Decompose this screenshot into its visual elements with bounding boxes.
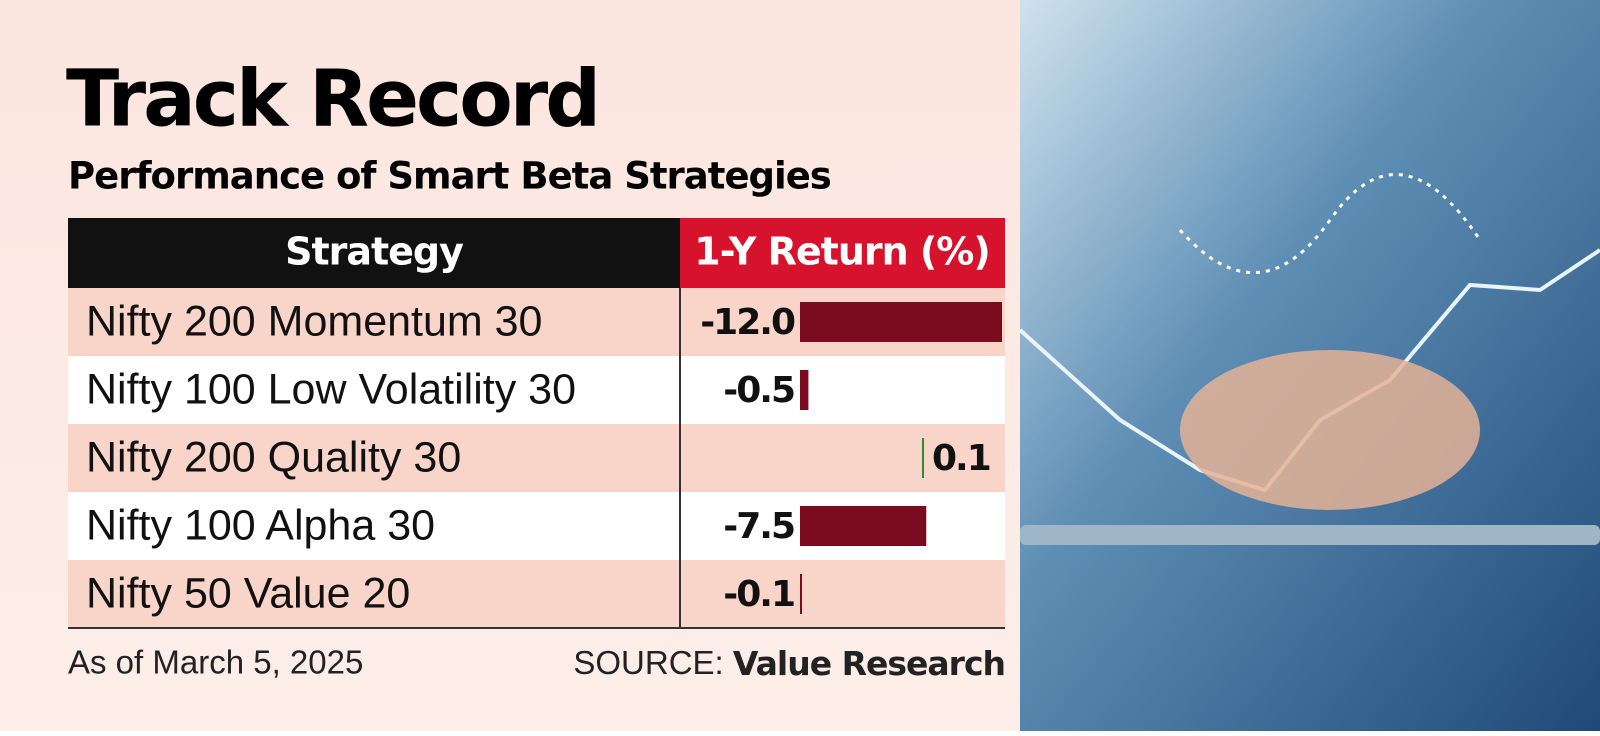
value-label: -0.5 <box>723 370 794 411</box>
bar <box>800 302 1002 342</box>
value-label: -7.5 <box>723 506 794 547</box>
source-name: Value Research <box>733 644 1005 683</box>
value-label: -0.1 <box>723 574 794 615</box>
value-label: -12.0 <box>700 302 795 343</box>
bar <box>800 574 802 614</box>
category-label: Nifty 100 Alpha 30 <box>86 501 435 549</box>
source: SOURCE: Value Research <box>573 644 1005 683</box>
title: Track Record <box>66 54 598 144</box>
table-row <box>68 356 1005 424</box>
bar <box>922 438 924 478</box>
table-body: Nifty 200 Momentum 30 -12.0 Nifty 100 Low … <box>68 288 1005 629</box>
category-label: Nifty 50 Value 20 <box>86 569 410 617</box>
category-label: Nifty 100 Low Volatility 30 <box>86 365 576 413</box>
header-cell <box>68 218 680 288</box>
category-label: Nifty 200 Momentum 30 <box>86 297 542 345</box>
header-cell <box>680 218 1005 288</box>
value-label: 0.1 <box>932 438 990 479</box>
source-prefix: SOURCE: <box>573 644 723 681</box>
bar <box>800 370 809 410</box>
subtitle: Performance of Smart Beta Strategies <box>68 155 831 198</box>
table-row <box>68 560 1005 628</box>
photo <box>1018 0 1600 731</box>
category-label: Nifty 200 Quality 30 <box>86 433 461 481</box>
bar <box>800 506 927 546</box>
note: As of March 5, 2025 <box>68 644 363 681</box>
column-header: Strategy <box>285 230 464 274</box>
table-row <box>68 424 1005 492</box>
column-header: 1-Y Return (%) <box>694 230 989 274</box>
